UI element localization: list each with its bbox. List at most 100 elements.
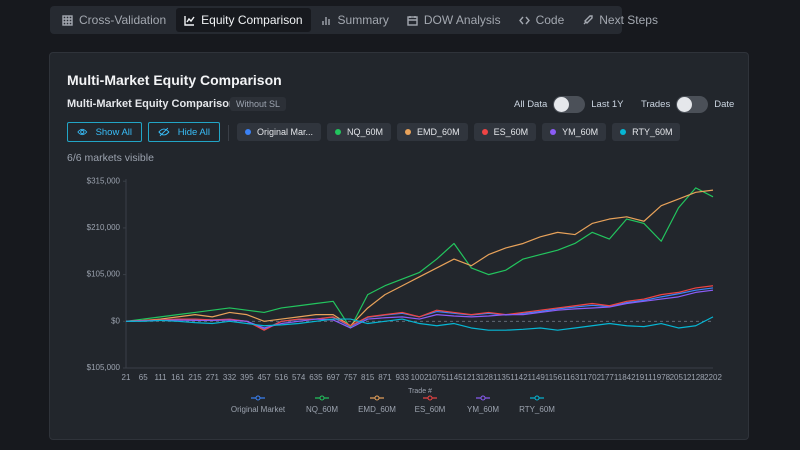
x-tick-label: 395 [240, 373, 254, 382]
series-line [125, 189, 714, 327]
tab-label: Next Steps [599, 13, 658, 27]
switch[interactable] [676, 96, 709, 113]
tab[interactable]: DOW Analysis [399, 8, 509, 32]
toggle-label: Last 1Y [591, 99, 624, 110]
series-line [125, 285, 714, 331]
x-tick-label: 1213 [462, 373, 480, 382]
chip-label: RTY_60M [632, 127, 673, 137]
x-tick-label: 1491 [531, 373, 549, 382]
switch[interactable] [553, 96, 586, 113]
x-tick-label: 332 [223, 373, 237, 382]
button-label: Hide All [177, 126, 210, 138]
x-tick-label: 21 [122, 373, 131, 382]
badge: Without SL [230, 97, 287, 111]
market-chip[interactable]: RTY_60M [612, 123, 681, 141]
x-tick-label: 871 [378, 373, 392, 382]
x-tick-label: 2051 [670, 373, 688, 382]
x-axis-label: Trade # [408, 388, 432, 395]
tab[interactable]: Equity Comparison [176, 8, 311, 32]
y-tick-label: $210,000 [87, 223, 121, 232]
hide-all-button[interactable]: Hide All [148, 122, 220, 142]
show-all-button[interactable]: Show All [67, 122, 142, 142]
market-chip[interactable]: EMD_60M [397, 123, 468, 141]
chip-label: Original Mar... [257, 127, 314, 137]
legend-label: Original Market [231, 405, 286, 414]
market-chips: Original Mar... NQ_60M EMD_60M ES_60M YM_60M… [237, 123, 681, 141]
chip-label: NQ_60M [347, 127, 384, 137]
x-tick-label: 1771 [601, 373, 619, 382]
tab-label: DOW Analysis [423, 13, 501, 27]
chip-label: ES_60M [493, 127, 529, 137]
chip-dot [481, 129, 488, 135]
legend-label: NQ_60M [306, 405, 338, 414]
x-tick-label: 111 [154, 373, 167, 382]
y-tick-label: $315,000 [87, 176, 121, 185]
tab-label: Cross-Validation [79, 13, 167, 27]
toggle-label: All Data [514, 99, 548, 110]
status: 6/6 markets visible [67, 152, 154, 164]
market-chip[interactable]: Original Mar... [237, 123, 322, 141]
toggle[interactable]: Trades Date [641, 96, 734, 113]
legend-label: ES_60M [415, 405, 446, 414]
tab[interactable]: Next Steps [574, 8, 666, 32]
x-tick-label: 1842 [618, 373, 636, 382]
market-chip[interactable]: YM_60M [542, 123, 607, 141]
divider [228, 125, 229, 141]
toggle-label: Date [714, 99, 735, 110]
x-tick-label: 1351 [497, 373, 515, 382]
x-tick-label: 1561 [549, 373, 567, 382]
legend-marker [374, 395, 380, 401]
series-line [126, 316, 714, 331]
chip-dot [245, 129, 251, 135]
toggle-label: Trades [641, 99, 671, 110]
x-tick-label: 1421 [514, 373, 532, 382]
y-tick-label: $105,000 [87, 363, 121, 372]
x-tick-label: 697 [326, 373, 340, 382]
x-tick-label: 933 [396, 373, 410, 382]
x-tick-label: 1978 [652, 373, 670, 382]
toggle[interactable]: All Data Last 1Y [514, 96, 623, 113]
legend-marker [427, 395, 433, 401]
x-tick-label: 457 [257, 373, 271, 382]
tab[interactable]: Summary [313, 8, 397, 32]
x-tick-label: 1002 [411, 373, 429, 382]
x-tick-label: 574 [292, 373, 306, 382]
tab[interactable]: Cross-Validation [54, 8, 174, 32]
legend-marker [534, 395, 540, 401]
legend-label: YM_60M [467, 405, 499, 414]
tab-label: Summary [337, 13, 389, 27]
card: Multi-Market Equity Comparison Multi-Mar… [49, 52, 749, 440]
x-tick-label: 65 [139, 373, 148, 382]
x-tick-label: 2128 [687, 373, 705, 382]
x-tick-label: 516 [275, 373, 289, 382]
x-tick-label: 271 [206, 373, 220, 382]
chip-label: EMD_60M [417, 127, 460, 137]
x-tick-label: 215 [188, 373, 202, 382]
x-tick-label: 1075 [428, 373, 446, 382]
x-tick-label: 2202 [704, 373, 722, 382]
legend-label: EMD_60M [358, 405, 396, 414]
tab[interactable]: Code [511, 8, 573, 32]
chip-dot [405, 129, 412, 135]
market-chip[interactable]: ES_60M [473, 123, 537, 141]
tab-label: Equity Comparison [201, 13, 303, 27]
chip-dot [550, 129, 557, 135]
card-title: Multi-Market Equity Comparison [67, 72, 282, 88]
legend-label: RTY_60M [519, 405, 555, 414]
tab-bar: Cross-Validation Equity Comparison Summary… [50, 6, 658, 34]
x-tick-label: 815 [361, 373, 375, 382]
x-tick-label: 1702 [583, 373, 601, 382]
series-line [125, 187, 714, 329]
legend-marker [255, 395, 261, 401]
chip-dot [620, 129, 627, 135]
button-label: Show All [95, 126, 132, 138]
x-tick-label: 1631 [566, 373, 584, 382]
x-tick-label: 1145 [445, 373, 463, 382]
legend-marker [319, 395, 325, 401]
x-tick-label: 635 [309, 373, 323, 382]
x-tick-label: 161 [171, 373, 185, 382]
y-tick-label: $105,000 [87, 270, 121, 279]
market-chip[interactable]: NQ_60M [327, 123, 392, 141]
